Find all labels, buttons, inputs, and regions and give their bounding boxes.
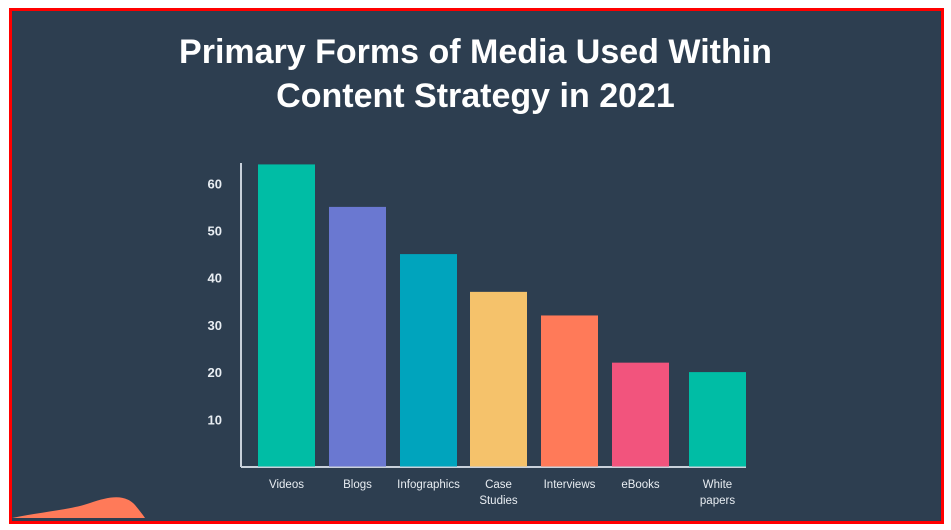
bar: [612, 362, 669, 467]
y-tick-label: 50: [208, 224, 222, 239]
x-tick-label: White: [703, 479, 732, 491]
decorative-blob: [12, 497, 145, 518]
bar: [470, 291, 527, 467]
y-tick-label: 60: [208, 176, 222, 191]
x-tick-label: Infographics: [397, 479, 460, 491]
x-tick-label: Interviews: [544, 479, 596, 491]
y-tick-label: 20: [208, 365, 222, 380]
y-tick-label: 40: [208, 271, 222, 286]
x-tick-label: Videos: [269, 479, 304, 491]
bar: [689, 372, 746, 467]
title-line-1: Primary Forms of Media Used Within: [179, 33, 772, 71]
y-tick-label: 10: [208, 412, 222, 427]
bar: [400, 254, 457, 467]
x-tick-label: Blogs: [343, 479, 372, 491]
x-tick-label: Studies: [479, 495, 518, 507]
x-tick-label: eBooks: [621, 479, 660, 491]
chart-title: Primary Forms of Media Used Within Conte…: [0, 30, 951, 118]
bar: [329, 206, 386, 467]
y-tick-label: 30: [208, 318, 222, 333]
x-tick-label: papers: [700, 495, 735, 507]
x-tick-label: Case: [485, 479, 512, 491]
bar: [258, 164, 315, 467]
bar: [541, 315, 598, 467]
title-line-2: Content Strategy in 2021: [276, 77, 675, 115]
